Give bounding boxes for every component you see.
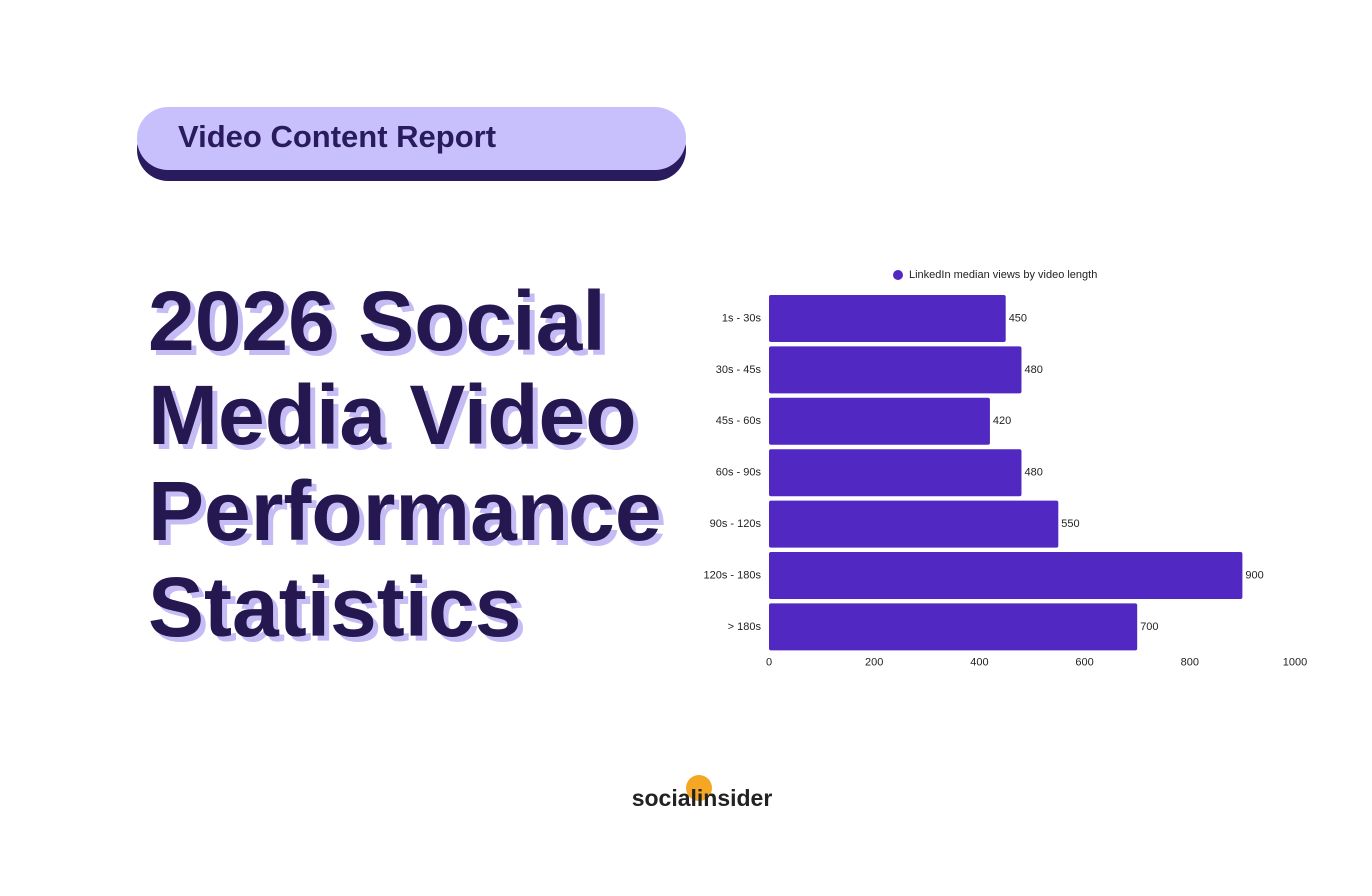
bar: [769, 552, 1243, 599]
value-label: 450: [1009, 312, 1027, 324]
y-tick-label: 30s - 45s: [716, 364, 762, 376]
y-tick-label: 60s - 90s: [716, 467, 762, 479]
chart: 0 200 400 600 800 1000 LinkedIn median views b…: [704, 269, 1308, 669]
x-tick-label: 0: [766, 657, 772, 669]
value-label: 900: [1245, 569, 1263, 581]
bar: [769, 295, 1006, 342]
value-label: 550: [1061, 518, 1079, 530]
legend-marker: [893, 270, 903, 280]
legend-label: LinkedIn median views by video length: [909, 269, 1097, 281]
y-tick-label: 45s - 60s: [716, 415, 762, 427]
y-tick-label: 90s - 120s: [710, 518, 762, 530]
x-tick-label: 600: [1075, 657, 1093, 669]
bar: [769, 346, 1022, 394]
value-label: 480: [1024, 467, 1042, 479]
badge-text: Video Content Report: [178, 119, 496, 154]
bar: [769, 397, 990, 445]
x-tick-label: 800: [1181, 657, 1199, 669]
y-tick-label: > 180s: [728, 621, 762, 633]
value-label: 700: [1140, 621, 1158, 633]
bar: [769, 500, 1059, 548]
headline-line: 2026 Social: [148, 274, 606, 368]
headline-line: Statistics: [148, 560, 522, 654]
x-tick-label: 1000: [1283, 657, 1307, 669]
value-label: 480: [1024, 364, 1042, 376]
bar: [769, 449, 1022, 497]
brand-logo: socialinsider: [632, 785, 773, 811]
brand-dot: [686, 775, 712, 801]
x-tick-label: 400: [970, 657, 988, 669]
value-label: 420: [993, 415, 1011, 427]
bar: [769, 603, 1138, 651]
badge: [137, 107, 686, 170]
y-tick-label: 1s - 30s: [722, 312, 762, 324]
y-tick-label: 120s - 180s: [704, 569, 762, 581]
headline-line: Media Video: [148, 368, 637, 462]
headline-line: Performance: [148, 464, 662, 558]
x-tick-label: 200: [865, 657, 883, 669]
